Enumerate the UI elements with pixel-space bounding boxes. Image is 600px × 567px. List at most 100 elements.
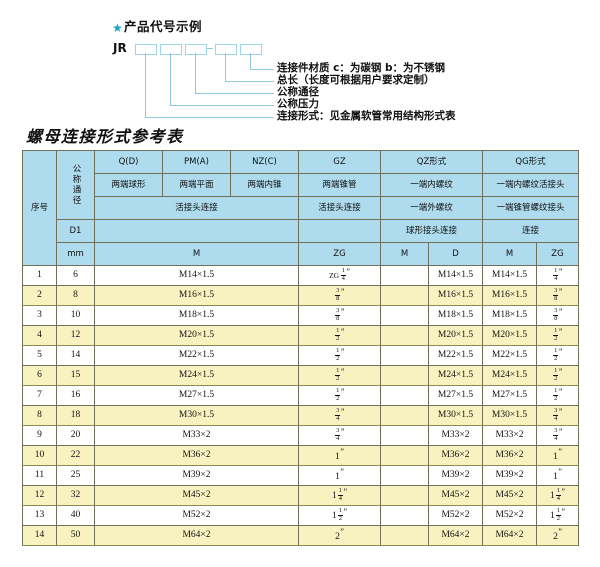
header-row-endtype: 两端球形 两端平面 两端内锥 两端锥管 一端内螺纹 一端内螺纹活接头 — [23, 173, 580, 197]
table-row: 2 8 M16×1.5 3 8” M16×1.5 M16×1.5 3 8” — [22, 285, 580, 306]
cell-seq: 12 — [22, 485, 57, 506]
leader-run-2 — [225, 81, 274, 82]
cell-seq: 14 — [22, 525, 57, 546]
code-box-2 — [160, 44, 182, 55]
table-row: 12 32 M45×2 1 1 4” M45×2 M45×2 1 1 4” — [22, 485, 580, 506]
cell-seq: 3 — [22, 305, 57, 326]
cell-m-thread: M36×2 — [94, 445, 299, 466]
cell-qz-d: M45×2 — [427, 485, 484, 506]
cell-dn: 8 — [56, 285, 95, 306]
cell-qg-m: M18×1.5 — [482, 305, 538, 326]
leader-label-connection: 连接形式：见金属软管常用结构形式表 — [277, 110, 456, 122]
cell-seq: 7 — [22, 385, 57, 406]
cell-qg-m: M39×2 — [482, 465, 538, 486]
cell-seq: 11 — [22, 465, 57, 486]
cell-gz-size: 1 2” — [298, 365, 381, 386]
th-d1-blank-left — [94, 219, 299, 243]
th-endtype-internal-thread: 一端内螺纹 — [379, 173, 484, 197]
th-seq: 序号 — [22, 150, 57, 266]
cell-dn: 22 — [56, 445, 95, 466]
cell-dn: 12 — [56, 325, 95, 346]
cell-qg-m: M45×2 — [482, 485, 538, 506]
cell-qg-zg: 1 2” — [536, 345, 580, 366]
diagram-title: 产品代号示例 — [124, 19, 203, 34]
cell-qz-d: M24×1.5 — [427, 365, 484, 386]
th-group-qd: Q(D) — [94, 150, 163, 174]
star-icon: ★ — [112, 21, 123, 35]
leader-label-material: 连接件材质 c：为碳钢 b：为不锈钢 — [277, 62, 446, 74]
cell-gz-size: 3 4” — [298, 405, 381, 426]
cell-m-thread: M27×1.5 — [94, 385, 299, 406]
cell-m-thread: M39×2 — [94, 465, 299, 486]
cell-qz-m — [380, 525, 429, 546]
cell-gz-size: 1 1 2” — [298, 505, 381, 526]
code-box-3 — [185, 44, 207, 55]
cell-m-thread: M20×1.5 — [94, 325, 299, 346]
cell-qz-d: M30×1.5 — [427, 405, 484, 426]
th-unit-zg-gz: ZG — [298, 242, 381, 266]
cell-qz-m — [380, 405, 429, 426]
cell-qg-zg: 3 4” — [536, 425, 580, 446]
leader-line-3 — [195, 53, 196, 93]
cell-qg-m: M64×2 — [482, 525, 538, 546]
th-endtype-flat: 两端平面 — [162, 173, 231, 197]
cell-qz-m — [380, 325, 429, 346]
cell-seq: 8 — [22, 405, 57, 426]
table-row: 9 20 M33×2 3 4” M33×2 M33×2 3 4” — [22, 425, 580, 446]
th-nominal-diameter: 公称通径 — [56, 150, 95, 220]
cell-seq: 10 — [22, 445, 57, 466]
cell-qz-d: M14×1.5 — [427, 265, 484, 286]
leader-line-1 — [250, 53, 251, 69]
cell-qg-m: M27×1.5 — [482, 385, 538, 406]
cell-seq: 2 — [22, 285, 57, 306]
cell-qz-m — [380, 305, 429, 326]
cell-dn: 32 — [56, 485, 95, 506]
cell-qz-m — [380, 465, 429, 486]
cell-m-thread: M22×1.5 — [94, 345, 299, 366]
cell-qg-m: M20×1.5 — [482, 325, 538, 346]
cell-seq: 13 — [22, 505, 57, 526]
cell-m-thread: M30×1.5 — [94, 405, 299, 426]
table-row: 10 22 M36×2 1” M36×2 M36×2 1” — [22, 445, 580, 466]
table-row: 4 12 M20×1.5 1 2” M20×1.5 M20×1.5 1 2” — [22, 325, 580, 346]
table-body: 1 6 M14×1.5 ZG 1 4” M14×1.5 M14×1.5 1 4” 2 8 M16×1.5… — [22, 265, 580, 546]
cell-qg-zg: 3 4” — [536, 405, 580, 426]
th-connection: 连接 — [482, 219, 580, 243]
table-row: 7 16 M27×1.5 1 2” M27×1.5 M27×1.5 1 2” — [22, 385, 580, 406]
cell-qg-m: M16×1.5 — [482, 285, 538, 306]
cell-qg-zg: 2” — [536, 525, 580, 546]
cell-qg-m: M30×1.5 — [482, 405, 538, 426]
table-row: 5 14 M22×1.5 1 2” M22×1.5 M22×1.5 1 2” — [22, 345, 580, 366]
th-group-nzc: NZ(C) — [230, 150, 299, 174]
table-row: 14 50 M64×2 2” M64×2 M64×2 2” — [22, 525, 580, 546]
cell-dn: 25 — [56, 465, 95, 486]
cell-dn: 14 — [56, 345, 95, 366]
cell-qz-m — [380, 425, 429, 446]
cell-qz-d: M16×1.5 — [427, 285, 484, 306]
th-unit-mm: mm — [56, 242, 95, 266]
cell-dn: 15 — [56, 365, 95, 386]
cell-m-thread: M52×2 — [94, 505, 299, 526]
nut-connection-table: 序号 公称通径 Q(D) PM(A) NZ(C) GZ QZ形式 QG形式 两端… — [22, 150, 580, 546]
th-unit-qg-m: M — [482, 242, 538, 266]
th-d1: D1 — [56, 219, 95, 243]
cell-qz-d: M22×1.5 — [427, 345, 484, 366]
cell-m-thread: M24×1.5 — [94, 365, 299, 386]
cell-dn: 16 — [56, 385, 95, 406]
cell-qg-zg: 1 1 4” — [536, 485, 580, 506]
th-conn-external: 一端外螺纹 — [379, 196, 484, 220]
cell-gz-size: 2” — [298, 525, 381, 546]
th-unit-m-left: M — [94, 242, 299, 266]
leader-line-4 — [170, 53, 171, 105]
cell-seq: 6 — [22, 365, 57, 386]
cell-qg-m: M52×2 — [482, 505, 538, 526]
cell-gz-size: 1 2” — [298, 385, 381, 406]
cell-gz-size: 3 4” — [298, 425, 381, 446]
th-conn-union-left: 活接头连接 — [94, 196, 299, 220]
cell-qg-zg: 1” — [536, 465, 580, 486]
cell-qz-d: M27×1.5 — [427, 385, 484, 406]
cell-qg-zg: 1 1 2” — [536, 505, 580, 526]
cell-qz-m — [380, 285, 429, 306]
header-row-connection: 活接头连接 活接头连接 一端外螺纹 一端锥管螺纹接头 — [23, 196, 580, 220]
cell-qg-zg: 3 8” — [536, 285, 580, 306]
